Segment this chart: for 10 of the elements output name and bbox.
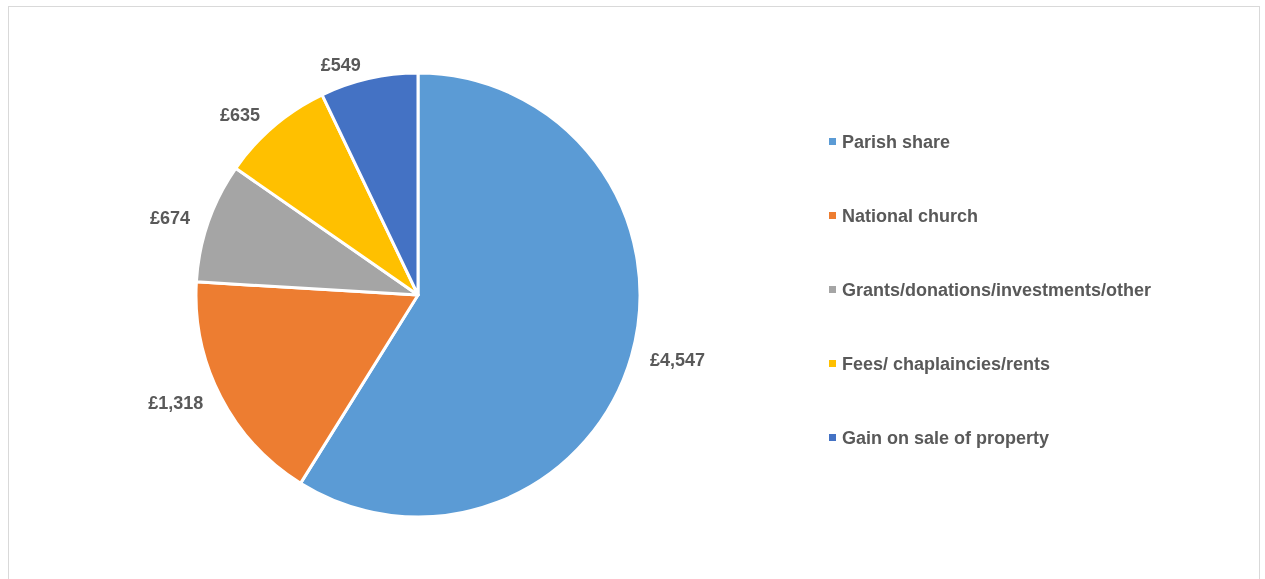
data-label: £1,318 [148, 393, 204, 414]
legend-label: Fees/ chaplaincies/rents [842, 353, 1051, 374]
legend-label: Gain on sale of property [842, 427, 1050, 448]
legend-label: Parish share [842, 131, 951, 152]
data-label: £674 [149, 207, 190, 228]
data-label: £4,547 [649, 349, 705, 370]
data-label: £549 [320, 54, 361, 75]
legend-label: National church [842, 205, 979, 226]
legend-label: Grants/donations/investments/other [842, 279, 1152, 300]
data-label: £635 [220, 105, 261, 126]
